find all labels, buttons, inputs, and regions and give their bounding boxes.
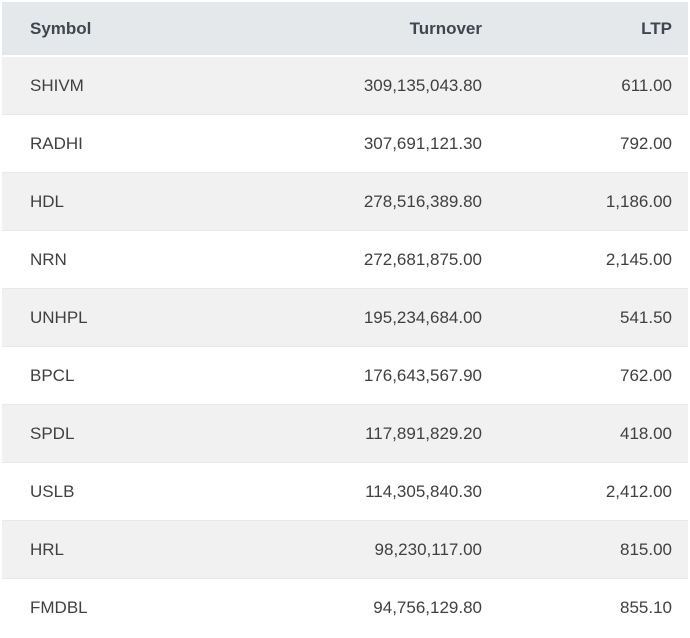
turnover-cell: 309,135,043.80 bbox=[363, 75, 482, 95]
table-row[interactable]: RADHI 307,691,121.30 792.00 bbox=[2, 114, 688, 173]
symbol-cell: BPCL bbox=[2, 346, 252, 405]
table-row[interactable]: HDL 278,516,389.80 1,186.00 bbox=[2, 172, 688, 231]
ltp-cell: 418.00 bbox=[482, 404, 688, 463]
table-row[interactable]: SPDL 117,891,829.20 418.00 bbox=[2, 404, 688, 463]
table-row[interactable]: FMDBL 94,756,129.80 855.10 bbox=[2, 578, 688, 636]
table-row[interactable]: SHIVM 309,135,043.80 611.00 bbox=[2, 56, 688, 115]
symbol-cell: FMDBL bbox=[2, 578, 252, 636]
ltp-cell: 815.00 bbox=[482, 520, 688, 579]
ltp-cell: 2,145.00 bbox=[482, 230, 688, 289]
table-header-row: Symbol Turnover LTP bbox=[2, 2, 688, 57]
turnover-cell: 278,516,389.80 bbox=[252, 172, 482, 231]
symbol-cell: SHIVM bbox=[30, 75, 84, 95]
symbol-cell: USLB bbox=[2, 462, 252, 521]
turnover-cell: 272,681,875.00 bbox=[252, 230, 482, 289]
turnover-cell: 98,230,117.00 bbox=[252, 520, 482, 579]
ltp-cell: 2,412.00 bbox=[482, 462, 688, 521]
turnover-cell: 117,891,829.20 bbox=[252, 404, 482, 463]
table-header: Symbol Turnover LTP bbox=[2, 2, 688, 57]
table-row[interactable]: BPCL 176,643,567.90 762.00 bbox=[2, 346, 688, 405]
turnover-cell: 195,234,684.00 bbox=[252, 288, 482, 347]
table-row[interactable]: USLB 114,305,840.30 2,412.00 bbox=[2, 462, 688, 521]
ltp-cell: 541.50 bbox=[482, 288, 688, 347]
table-row[interactable]: HRL 98,230,117.00 815.00 bbox=[2, 520, 688, 579]
ltp-cell: 1,186.00 bbox=[482, 172, 688, 231]
table-row[interactable]: UNHPL 195,234,684.00 541.50 bbox=[2, 288, 688, 347]
symbol-cell: HDL bbox=[2, 172, 252, 231]
column-header-ltp[interactable]: LTP bbox=[482, 2, 688, 57]
table-row[interactable]: NRN 272,681,875.00 2,145.00 bbox=[2, 230, 688, 289]
symbol-cell: NRN bbox=[2, 230, 252, 289]
turnover-cell: 307,691,121.30 bbox=[252, 114, 482, 173]
column-header-symbol[interactable]: Symbol bbox=[2, 2, 252, 57]
symbol-cell: UNHPL bbox=[2, 288, 252, 347]
table-body: SHIVM 309,135,043.80 611.00 RADHI 307,69… bbox=[2, 56, 688, 636]
column-header-turnover[interactable]: Turnover bbox=[252, 2, 482, 57]
ltp-cell: 792.00 bbox=[482, 114, 688, 173]
symbol-cell: RADHI bbox=[2, 114, 252, 173]
turnover-cell: 114,305,840.30 bbox=[252, 462, 482, 521]
turnover-cell: 176,643,567.90 bbox=[252, 346, 482, 405]
ltp-cell: 855.10 bbox=[482, 578, 688, 636]
symbol-cell: HRL bbox=[2, 520, 252, 579]
ltp-cell: 762.00 bbox=[482, 346, 688, 405]
ltp-cell: 611.00 bbox=[621, 75, 672, 95]
turnover-cell: 94,756,129.80 bbox=[252, 578, 482, 636]
symbol-cell: SPDL bbox=[2, 404, 252, 463]
